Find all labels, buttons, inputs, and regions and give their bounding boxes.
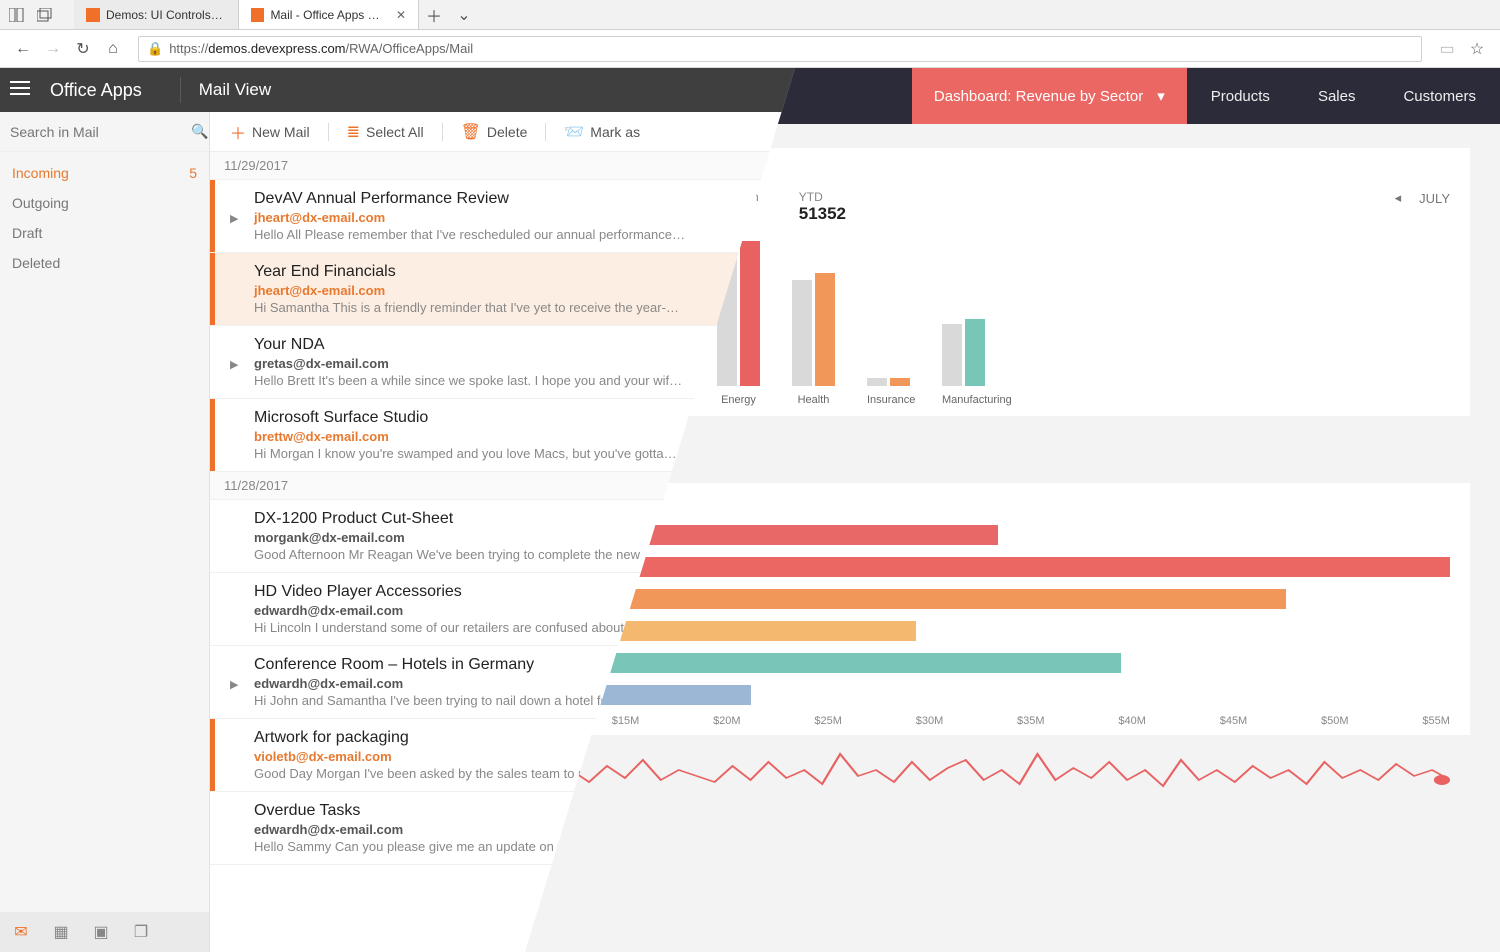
delete-button[interactable]: 🗑Delete <box>453 122 536 142</box>
mail-toolbar: ＋New Mail ≣Select All 🗑Delete 📨Mark as <box>210 112 800 152</box>
url-path: /RWA/OfficeApps/Mail <box>346 41 474 56</box>
url-prefix: https:// <box>169 41 208 56</box>
expand-icon[interactable]: ▶ <box>230 212 238 225</box>
plus-icon: ＋ <box>230 120 246 144</box>
mail-item[interactable]: Year End Financials jheart@dx-email.com Hi… <box>210 253 800 326</box>
chart-bar <box>740 241 760 386</box>
app-title: Office Apps <box>50 80 142 101</box>
expand-icon[interactable]: ▶ <box>230 678 238 691</box>
browser-tabs: Demos: UI Controls and Fra Mail - Office… <box>74 0 479 29</box>
folder-item[interactable]: Outgoing <box>0 188 209 218</box>
prev-month-icon[interactable]: ◂ <box>1395 190 1402 206</box>
trash-icon: 🗑 <box>461 122 481 142</box>
mail-preview: Hello All Please remember that I've resc… <box>254 227 786 242</box>
kpi-label: YTD <box>799 190 846 204</box>
browser-tab[interactable]: Demos: UI Controls and Fra <box>74 0 239 29</box>
folder-name: Draft <box>12 225 42 241</box>
mail-header: Office Apps Mail View <box>0 68 800 112</box>
chart-bar <box>965 319 985 386</box>
bar-group <box>867 378 910 386</box>
side-bottom-bar: ✉ ▦ ▣ ❐ <box>0 912 209 952</box>
favorite-button[interactable]: ☆ <box>1462 34 1492 64</box>
contacts-icon[interactable]: ▣ <box>92 923 110 941</box>
folder-name: Deleted <box>12 255 60 271</box>
search-icon[interactable]: 🔍 <box>191 123 208 140</box>
folder-name: Outgoing <box>12 195 69 211</box>
month-nav: ◂ JULY <box>1395 190 1450 206</box>
bar-group <box>792 273 835 386</box>
browser-address-bar: ← → ↻ ⌂ 🔒 https://demos.devexpress.com/R… <box>0 30 1500 68</box>
window-group-icon <box>8 6 26 24</box>
forward-button[interactable]: → <box>38 34 68 64</box>
kpi: YTD51352 <box>799 190 846 224</box>
chart-bar <box>792 280 812 386</box>
url-host: demos.devexpress.com <box>208 41 345 56</box>
mail-from: jheart@dx-email.com <box>254 210 786 225</box>
envelope-open-icon: 📨 <box>564 122 584 142</box>
month-label: JULY <box>1419 191 1450 206</box>
view-title: Mail View <box>199 80 271 100</box>
mail-item[interactable]: ▶ DevAV Annual Performance Review jheart@d… <box>210 180 800 253</box>
unread-indicator <box>210 719 215 791</box>
unread-indicator <box>210 180 215 252</box>
nav-sales[interactable]: Sales <box>1294 68 1380 124</box>
folder-item[interactable]: Incoming 5 <box>0 158 209 188</box>
bars-area <box>642 236 1450 386</box>
chart-bar <box>890 378 910 386</box>
folder-item[interactable]: Deleted <box>0 248 209 278</box>
new-mail-button[interactable]: ＋New Mail <box>222 120 318 144</box>
kpi-value: 51352 <box>799 204 846 224</box>
back-button[interactable]: ← <box>8 34 38 64</box>
dashboard-dropdown[interactable]: Dashboard: Revenue by Sector ▾ <box>912 68 1187 124</box>
expand-icon[interactable]: ▶ <box>230 358 238 371</box>
url-input[interactable]: 🔒 https://demos.devexpress.com/RWA/Offic… <box>138 36 1422 62</box>
tab-favicon <box>251 8 264 22</box>
folder-list: Incoming 5 Outgoing Draft Deleted <box>0 152 209 912</box>
unread-indicator <box>210 399 215 471</box>
tab-favicon <box>86 8 100 22</box>
mail-sidebar: 🔍 Incoming 5 Outgoing Draft Deleted ✉ ▦ ▣ ❐ <box>0 112 210 952</box>
mail-subject: Your NDA <box>254 336 786 354</box>
search-input[interactable] <box>10 124 191 140</box>
mail-subject: Year End Financials <box>254 263 786 281</box>
select-all-button[interactable]: ≣Select All <box>339 122 432 142</box>
calendar-icon[interactable]: ▦ <box>52 923 70 941</box>
close-tab-icon[interactable]: ✕ <box>396 8 406 22</box>
folder-item[interactable]: Draft <box>0 218 209 248</box>
folder-name: Incoming <box>12 165 69 181</box>
chart-bar <box>867 378 887 386</box>
nav-customers[interactable]: Customers <box>1379 68 1500 124</box>
tab-overflow-icon[interactable]: ⌄ <box>449 0 479 29</box>
window-cascade-icon <box>36 6 54 24</box>
folder-count: 5 <box>189 165 197 181</box>
browser-tab[interactable]: Mail - Office Apps Dem ✕ <box>239 0 419 29</box>
chart-bar <box>815 273 835 386</box>
bar-group <box>942 319 985 386</box>
chevron-down-icon: ▾ <box>1157 87 1165 105</box>
nav-products[interactable]: Products <box>1187 68 1294 124</box>
tab-title: Demos: UI Controls and Fra <box>106 8 226 22</box>
date-header: 11/29/2017 <box>210 152 800 180</box>
search-row: 🔍 <box>0 112 209 152</box>
list-icon: ≣ <box>347 122 360 142</box>
category-labels: BankingEnergyHealthInsuranceManufacturin… <box>642 394 1450 406</box>
reading-view-icon[interactable]: ▭ <box>1432 34 1462 64</box>
chart-bar <box>942 324 962 387</box>
unread-indicator <box>210 253 215 325</box>
mail-preview: Hi Samantha This is a friendly reminder … <box>254 300 786 315</box>
mail-icon[interactable]: ✉ <box>12 923 30 941</box>
mail-from: jheart@dx-email.com <box>254 283 786 298</box>
tab-title: Mail - Office Apps Dem <box>270 8 388 22</box>
home-button[interactable]: ⌂ <box>98 34 128 64</box>
new-tab-button[interactable]: ＋ <box>419 0 449 29</box>
refresh-button[interactable]: ↻ <box>68 34 98 64</box>
lock-icon: 🔒 <box>147 41 163 57</box>
notes-icon[interactable]: ❐ <box>132 923 150 941</box>
mark-as-button[interactable]: 📨Mark as <box>556 122 648 142</box>
os-title-bar: Demos: UI Controls and Fra Mail - Office… <box>0 0 1500 30</box>
menu-icon[interactable] <box>10 81 32 100</box>
mail-subject: DevAV Annual Performance Review <box>254 190 786 208</box>
dropdown-label: Dashboard: Revenue by Sector <box>934 88 1143 105</box>
